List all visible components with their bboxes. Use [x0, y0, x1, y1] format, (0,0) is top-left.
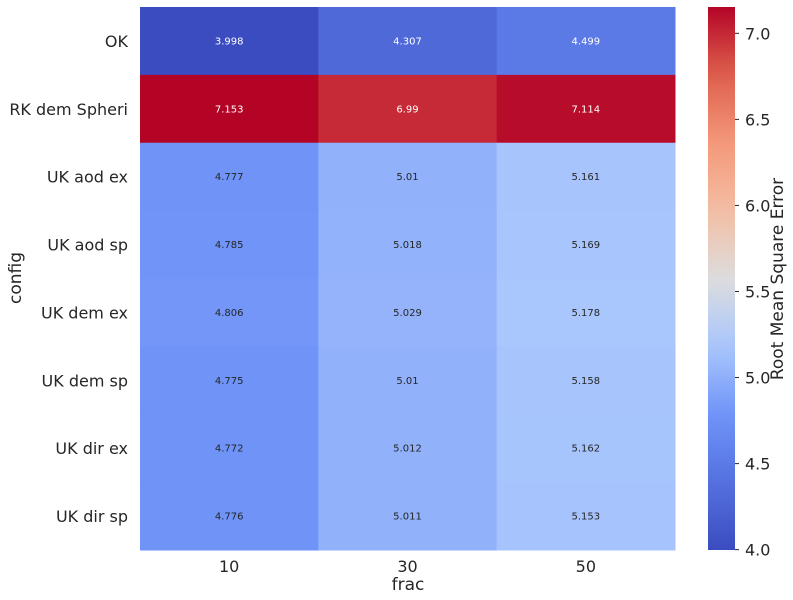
colorbar-tick-label: 5.5 [745, 282, 770, 301]
heatmap-cell-labels: 3.998 4.307 4.499 7.153 6.99 7.114 4.777 5.01 5.… [215, 36, 600, 522]
heatmap-cell [318, 142, 498, 212]
heatmap-cell [318, 482, 498, 551]
colorbar-tick-label: 7.0 [745, 24, 770, 43]
y-tick-label: UK dem sp [42, 371, 128, 390]
cell-value-label: 5.01 [396, 172, 418, 183]
heatmap-cell [318, 346, 498, 415]
x-axis-ticks: 10 30 50 [219, 557, 596, 576]
colorbar-tick-label: 4.0 [745, 541, 770, 560]
cell-value-label: 7.153 [215, 104, 244, 115]
heatmap-cell [496, 74, 676, 144]
cell-value-label: 6.99 [396, 104, 418, 115]
heatmap-cell [140, 346, 319, 415]
cell-value-label: 5.161 [572, 172, 601, 183]
cell-value-label: 4.785 [215, 240, 244, 251]
cell-value-label: 4.776 [215, 512, 244, 523]
heatmap-cell [496, 482, 676, 551]
heatmap-cell [140, 142, 319, 212]
y-tick-label: UK dem ex [41, 303, 128, 322]
colorbar-tick-label: 5.0 [745, 369, 770, 388]
cell-value-label: 4.499 [572, 36, 601, 47]
x-axis-label: frac [392, 575, 425, 595]
heatmap-cell [140, 7, 319, 76]
colorbar-tick-label: 6.0 [745, 196, 770, 215]
cell-value-label: 3.998 [215, 36, 244, 47]
cell-value-label: 5.162 [572, 444, 601, 455]
cell-value-label: 4.775 [215, 376, 244, 387]
heatmap-cells [140, 7, 676, 551]
colorbar-label: Root Mean Square Error [768, 178, 788, 380]
colorbar-ticks: 4.0 4.5 5.0 5.5 6.0 6.5 7.0 [735, 24, 770, 560]
heatmap-cell [140, 414, 319, 483]
colorbar-tick-label: 4.5 [745, 455, 770, 474]
cell-value-label: 5.01 [396, 376, 418, 387]
heatmap-cell [496, 210, 676, 279]
heatmap-cell [318, 7, 498, 76]
cell-value-label: 5.158 [572, 376, 601, 387]
x-tick-label: 50 [576, 557, 596, 576]
heatmap-cell [496, 7, 676, 76]
x-tick-label: 10 [219, 557, 239, 576]
cell-value-label: 5.029 [393, 308, 422, 319]
heatmap-cell [140, 278, 319, 347]
y-tick-label: RK dem Spheri [9, 100, 128, 119]
cell-value-label: 4.307 [393, 36, 422, 47]
heatmap-cell [318, 414, 498, 483]
cell-value-label: 5.018 [393, 240, 422, 251]
heatmap-cell [140, 210, 319, 279]
x-tick-label: 30 [397, 557, 417, 576]
cell-value-label: 7.114 [572, 104, 601, 115]
cell-value-label: 5.012 [393, 444, 422, 455]
colorbar: 4.0 4.5 5.0 5.5 6.0 6.5 7.0 Root Mean Square E… [708, 7, 788, 560]
y-axis-label: config [6, 252, 26, 304]
heatmap-cell [318, 210, 498, 279]
y-tick-label: UK dir ex [55, 439, 128, 458]
cell-value-label: 4.806 [215, 308, 244, 319]
y-tick-label: UK dir sp [56, 507, 128, 526]
colorbar-gradient [708, 7, 735, 550]
cell-value-label: 5.178 [572, 308, 601, 319]
heatmap-cell [140, 482, 319, 551]
heatmap-cell [140, 74, 319, 144]
y-axis-ticks: OK RK dem Spheri UK aod ex UK aod sp UK dem … [9, 32, 128, 526]
colorbar-tick-label: 6.5 [745, 110, 770, 129]
heatmap-cell [318, 74, 498, 144]
y-tick-label: UK aod ex [47, 168, 128, 187]
y-tick-label: UK aod sp [47, 236, 128, 255]
heatmap-cell [496, 346, 676, 415]
cell-value-label: 5.153 [572, 512, 601, 523]
cell-value-label: 5.169 [572, 240, 601, 251]
cell-value-label: 5.011 [393, 512, 422, 523]
heatmap-cell [318, 278, 498, 347]
y-tick-label: OK [105, 32, 129, 51]
cell-value-label: 4.777 [215, 172, 244, 183]
cell-value-label: 4.772 [215, 444, 244, 455]
heatmap-cell [496, 414, 676, 483]
heatmap-cell [496, 278, 676, 347]
heatmap-cell [496, 142, 676, 212]
